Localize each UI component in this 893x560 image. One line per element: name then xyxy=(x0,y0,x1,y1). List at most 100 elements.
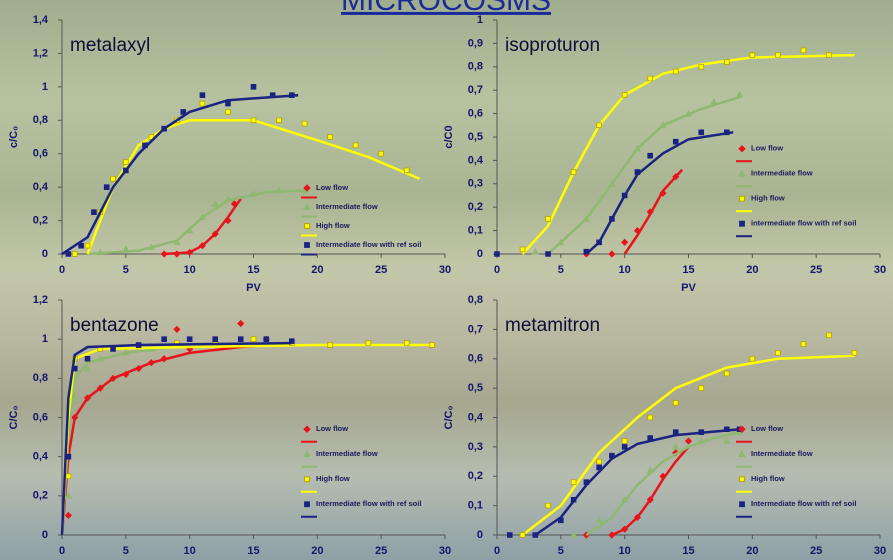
data-point xyxy=(801,342,806,347)
fit-line xyxy=(612,447,689,535)
data-point xyxy=(520,247,525,252)
data-point xyxy=(289,93,294,98)
y-tick-label: 1,2 xyxy=(33,294,48,306)
x-tick-label: 10 xyxy=(184,545,196,557)
data-point xyxy=(686,438,692,444)
data-point xyxy=(532,249,538,254)
x-tick-label: 20 xyxy=(746,264,758,276)
data-point xyxy=(162,126,167,131)
data-point xyxy=(226,110,231,115)
x-tick-label: 30 xyxy=(874,545,886,557)
data-point xyxy=(609,251,615,257)
data-point xyxy=(495,252,500,257)
y-tick-label: 0 xyxy=(42,248,48,260)
data-point xyxy=(238,321,244,327)
data-point xyxy=(328,343,333,348)
legend-marker xyxy=(305,243,310,248)
legend-label: Intermediate flow with ref soil xyxy=(316,240,421,249)
x-tick-label: 15 xyxy=(682,545,694,557)
data-point xyxy=(366,341,371,346)
x-tick-label: 25 xyxy=(375,545,387,557)
data-point xyxy=(507,533,512,538)
data-point xyxy=(404,341,409,346)
legend-label: Intermediate flow xyxy=(316,202,378,211)
data-point xyxy=(200,101,205,106)
y-tick-label: 1 xyxy=(42,333,48,345)
y-tick-label: 0,2 xyxy=(33,490,48,502)
data-point xyxy=(648,76,653,81)
data-point xyxy=(648,436,653,441)
legend-marker xyxy=(739,146,745,152)
data-point xyxy=(72,366,77,371)
data-point xyxy=(699,130,704,135)
legend-label: High flow xyxy=(316,474,350,483)
data-point xyxy=(622,444,627,449)
data-point xyxy=(65,512,71,518)
data-point xyxy=(161,251,167,257)
data-point xyxy=(724,60,729,65)
y-tick-label: 1,4 xyxy=(33,14,49,26)
data-point xyxy=(648,153,653,158)
data-point xyxy=(66,474,71,479)
y-tick-label: 0,6 xyxy=(468,353,483,365)
x-tick-label: 5 xyxy=(123,264,129,276)
legend-marker xyxy=(304,451,310,456)
data-point xyxy=(404,168,409,173)
legend-marker xyxy=(740,502,745,507)
data-point xyxy=(123,168,128,173)
x-tick-label: 20 xyxy=(311,545,323,557)
y-axis-label: c/C₀ xyxy=(8,126,20,148)
data-point xyxy=(622,193,627,198)
y-axis-label: c/C0 xyxy=(443,125,455,148)
data-point xyxy=(724,130,729,135)
data-point xyxy=(673,444,679,449)
data-point xyxy=(85,243,90,248)
x-axis-label: PV xyxy=(681,282,696,294)
x-tick-label: 10 xyxy=(184,264,196,276)
data-point xyxy=(85,356,90,361)
data-point xyxy=(801,48,806,53)
data-point xyxy=(213,337,218,342)
y-tick-label: 0,4 xyxy=(468,411,484,423)
x-tick-label: 25 xyxy=(810,264,822,276)
legend-label: High flow xyxy=(751,474,785,483)
x-tick-label: 0 xyxy=(494,545,500,557)
x-tick-label: 15 xyxy=(247,264,259,276)
x-tick-label: 15 xyxy=(682,264,694,276)
data-point xyxy=(136,343,141,348)
data-point xyxy=(143,143,148,148)
y-tick-label: 1 xyxy=(42,81,48,93)
y-axis-label: C/C₀ xyxy=(443,406,455,430)
data-point xyxy=(750,53,755,58)
y-tick-label: 0,8 xyxy=(468,61,483,73)
x-tick-label: 5 xyxy=(123,545,129,557)
legend-label: High flow xyxy=(751,194,785,203)
legend-label: Intermediate flow xyxy=(751,169,813,178)
fit-line xyxy=(88,120,420,254)
legend-marker xyxy=(304,426,310,432)
y-tick-label: 0,8 xyxy=(33,372,48,384)
y-tick-label: 0 xyxy=(42,529,48,541)
x-tick-label: 30 xyxy=(439,264,451,276)
data-point xyxy=(92,210,97,215)
data-point xyxy=(72,252,77,257)
x-tick-label: 30 xyxy=(439,545,451,557)
data-point xyxy=(264,337,269,342)
legend-marker xyxy=(740,477,745,482)
x-tick-label: 25 xyxy=(375,264,387,276)
legend-label: Low flow xyxy=(751,144,783,153)
y-tick-label: 0 xyxy=(477,529,483,541)
data-point xyxy=(66,454,71,459)
data-point xyxy=(737,92,743,97)
data-point xyxy=(711,99,717,104)
data-point xyxy=(724,438,730,443)
data-point xyxy=(277,118,282,123)
data-point xyxy=(571,170,576,175)
x-tick-label: 15 xyxy=(247,545,259,557)
page-title: MICROCOSMS xyxy=(341,0,551,17)
legend-marker xyxy=(739,451,745,456)
x-tick-label: 10 xyxy=(619,264,631,276)
data-point xyxy=(673,139,678,144)
legend-label: intermediate flow with ref soil xyxy=(751,219,856,228)
data-point xyxy=(622,92,627,97)
